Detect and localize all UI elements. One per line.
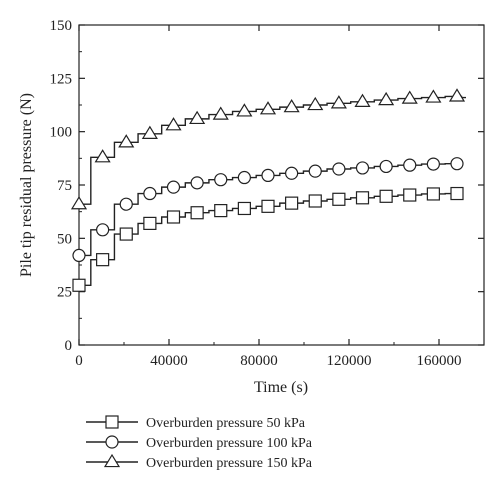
data-point [96, 223, 110, 237]
data-point [307, 96, 324, 111]
data-point [426, 187, 440, 201]
data-point [308, 194, 322, 208]
legend-label: Overburden pressure 150 kPa [146, 456, 313, 471]
legend-marker [105, 435, 119, 449]
data-point [119, 197, 133, 211]
data-point [118, 134, 135, 148]
legend-label: Overburden pressure 100 kPa [146, 436, 313, 451]
data-point [379, 159, 393, 174]
data-point [141, 125, 158, 139]
x-tick-label: 40000 [150, 353, 188, 369]
data-point [403, 188, 417, 202]
data-point [332, 192, 346, 206]
data-point [355, 191, 370, 205]
data-point [403, 158, 417, 172]
y-tick-label: 25 [57, 285, 72, 301]
data-point [259, 101, 277, 115]
data-point [166, 180, 181, 194]
data-point [70, 196, 88, 210]
data-point [261, 199, 275, 213]
data-point [332, 162, 346, 176]
data-point [72, 248, 86, 262]
data-point [165, 117, 182, 131]
data-point [426, 157, 440, 171]
y-tick-label: 0 [65, 338, 73, 354]
data-point [401, 90, 418, 104]
data-point [237, 170, 251, 185]
data-point [236, 103, 253, 117]
data-point [285, 166, 299, 180]
x-axis-title: Time (s) [254, 379, 308, 396]
x-tick-label: 160000 [417, 353, 462, 369]
legend: Overburden pressure 50 kPa Overburden pre… [86, 415, 313, 471]
data-point [450, 186, 464, 201]
data-point [189, 110, 206, 125]
data-point [190, 176, 204, 190]
data-point [308, 164, 322, 178]
data-point [119, 227, 133, 241]
data-point [425, 89, 442, 103]
data-point [285, 196, 299, 210]
data-point [96, 253, 110, 267]
y-tick-label: 75 [57, 178, 72, 194]
data-point [214, 173, 228, 187]
y-tick-label: 50 [57, 231, 72, 247]
data-point [237, 201, 251, 216]
y-tick-label: 150 [50, 18, 73, 34]
data-point [94, 149, 111, 163]
markers-layer [70, 88, 466, 292]
ticks-layer: 0 40000 80000 120000 160000 0 25 50 75 100 125 150 [50, 18, 484, 369]
data-point [261, 168, 275, 182]
data-point [72, 278, 86, 292]
data-point [214, 204, 228, 218]
data-point [166, 210, 181, 224]
data-point [355, 161, 370, 175]
x-tick-label: 80000 [240, 353, 278, 369]
legend-marker [105, 415, 119, 429]
data-point [330, 95, 347, 109]
legend-marker [103, 453, 121, 468]
data-point [448, 88, 466, 102]
series-line [79, 95, 466, 205]
data-point [450, 157, 464, 171]
data-point [212, 106, 229, 120]
data-point [143, 186, 157, 201]
legend-label: Overburden pressure 50 kPa [146, 416, 306, 431]
x-tick-label: 0 [75, 353, 83, 369]
data-point [143, 216, 157, 230]
data-point [379, 189, 393, 203]
x-tick-label: 120000 [327, 353, 372, 369]
data-point [378, 91, 395, 106]
plot-frame [78, 24, 485, 346]
y-axis-title: Pile tip residual pressure (N) [18, 93, 35, 277]
data-point [283, 98, 300, 113]
data-point [354, 93, 371, 107]
y-tick-label: 100 [50, 125, 73, 141]
data-point [190, 206, 204, 220]
y-tick-label: 125 [50, 71, 73, 87]
